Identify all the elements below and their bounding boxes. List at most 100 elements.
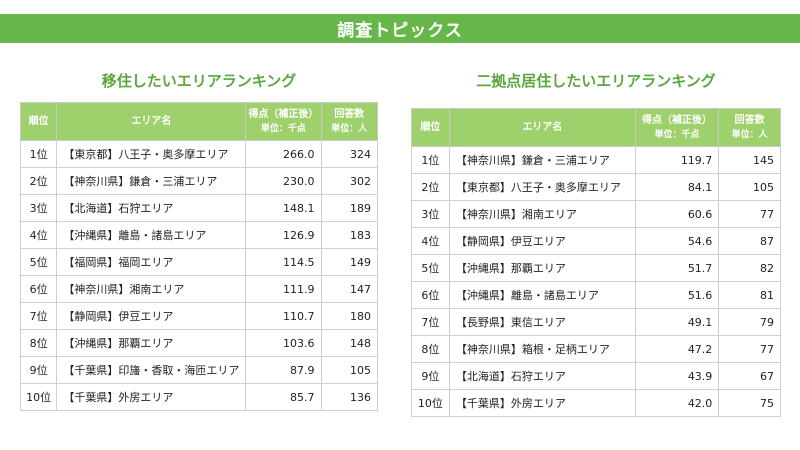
rank-header: 順位 bbox=[19, 102, 58, 141]
score-unit-label: 単位：千点 bbox=[260, 123, 306, 134]
area-cell: 【神奈川県】湘南エリア bbox=[56, 275, 247, 303]
area-cell: 【静岡県】伊豆エリア bbox=[56, 302, 247, 330]
count-cell: 77 bbox=[718, 200, 781, 228]
relocation-ranking-title: 移住したいエリアランキング bbox=[101, 72, 297, 90]
score-cell: 230.0 bbox=[245, 167, 322, 195]
area-cell: 【神奈川県】鎌倉・三浦エリア bbox=[448, 146, 636, 174]
count-header: 回答数 単位：人 bbox=[320, 102, 379, 141]
count-cell: 180 bbox=[320, 302, 379, 330]
area-cell: 【神奈川県】箱根・足柄エリア bbox=[448, 335, 636, 363]
area-cell: 【神奈川県】湘南エリア bbox=[448, 200, 636, 228]
count-cell: 149 bbox=[320, 248, 379, 276]
table-row: 8位 【沖縄県】那覇エリア 103.6 148 bbox=[19, 329, 379, 357]
area-cell: 【神奈川県】鎌倉・三浦エリア bbox=[56, 167, 247, 195]
relocation-ranking-section: 移住したいエリアランキング 順位 エリア名 得点（補正後） 単位：千点 回答数 … bbox=[19, 70, 379, 411]
score-cell: 51.7 bbox=[634, 254, 720, 282]
rank-cell: 10位 bbox=[411, 389, 450, 417]
score-cell: 87.9 bbox=[245, 356, 322, 384]
area-cell: 【北海道】石狩エリア bbox=[448, 362, 636, 390]
rank-cell: 3位 bbox=[411, 200, 450, 228]
rank-cell: 5位 bbox=[411, 254, 450, 282]
rank-cell: 2位 bbox=[411, 173, 450, 201]
score-cell: 126.9 bbox=[245, 221, 322, 249]
rank-header: 順位 bbox=[411, 108, 450, 147]
rank-cell: 9位 bbox=[411, 362, 450, 390]
area-cell: 【長野県】東信エリア bbox=[448, 308, 636, 336]
rank-cell: 8位 bbox=[19, 329, 58, 357]
table-row: 8位 【神奈川県】箱根・足柄エリア 47.2 77 bbox=[411, 335, 781, 363]
table-row: 7位 【長野県】東信エリア 49.1 79 bbox=[411, 308, 781, 336]
count-unit-label: 単位：人 bbox=[331, 123, 368, 134]
table-row: 4位 【沖縄県】離島・諸島エリア 126.9 183 bbox=[19, 221, 379, 249]
rank-cell: 1位 bbox=[19, 140, 58, 168]
count-cell: 105 bbox=[320, 356, 379, 384]
rank-cell: 3位 bbox=[19, 194, 58, 222]
count-cell: 324 bbox=[320, 140, 379, 168]
count-unit-label: 単位：人 bbox=[731, 129, 768, 140]
rank-cell: 10位 bbox=[19, 383, 58, 411]
count-header-label: 回答数 bbox=[734, 114, 765, 126]
score-header-label: 得点（補正後） bbox=[642, 114, 713, 126]
score-cell: 110.7 bbox=[245, 302, 322, 330]
area-cell: 【沖縄県】那覇エリア bbox=[56, 329, 247, 357]
area-cell: 【東京都】八王子・奥多摩エリア bbox=[448, 173, 636, 201]
table-row: 2位 【東京都】八王子・奥多摩エリア 84.1 105 bbox=[411, 173, 781, 201]
dual-residence-ranking-title: 二拠点居住したいエリアランキング bbox=[476, 72, 716, 90]
score-cell: 60.6 bbox=[634, 200, 720, 228]
table-row: 3位 【北海道】石狩エリア 148.1 189 bbox=[19, 194, 379, 222]
table-row: 1位 【神奈川県】鎌倉・三浦エリア 119.7 145 bbox=[411, 146, 781, 174]
count-cell: 145 bbox=[718, 146, 781, 174]
score-cell: 119.7 bbox=[634, 146, 720, 174]
area-cell: 【千葉県】印旛・香取・海匝エリア bbox=[56, 356, 247, 384]
score-cell: 114.5 bbox=[245, 248, 322, 276]
rank-cell: 1位 bbox=[411, 146, 450, 174]
area-header: エリア名 bbox=[448, 108, 636, 147]
table-row: 1位 【東京都】八王子・奥多摩エリア 266.0 324 bbox=[19, 140, 379, 168]
rank-cell: 9位 bbox=[19, 356, 58, 384]
area-cell: 【福岡県】福岡エリア bbox=[56, 248, 247, 276]
table-row: 5位 【福岡県】福岡エリア 114.5 149 bbox=[19, 248, 379, 276]
count-cell: 148 bbox=[320, 329, 379, 357]
table-row: 7位 【静岡県】伊豆エリア 110.7 180 bbox=[19, 302, 379, 330]
count-cell: 105 bbox=[718, 173, 781, 201]
banner-title: 調査トピックス bbox=[0, 14, 800, 43]
rank-cell: 5位 bbox=[19, 248, 58, 276]
table-row: 9位 【北海道】石狩エリア 43.9 67 bbox=[411, 362, 781, 390]
area-cell: 【北海道】石狩エリア bbox=[56, 194, 247, 222]
table-row: 10位 【千葉県】外房エリア 42.0 75 bbox=[411, 389, 781, 417]
rank-cell: 4位 bbox=[19, 221, 58, 249]
table-row: 5位 【沖縄県】那覇エリア 51.7 82 bbox=[411, 254, 781, 282]
dual-residence-ranking-table: 順位 エリア名 得点（補正後） 単位：千点 回答数 単位：人 1位 【神奈川県】鎌… bbox=[411, 108, 781, 417]
count-cell: 189 bbox=[320, 194, 379, 222]
count-header: 回答数 単位：人 bbox=[718, 108, 781, 147]
count-cell: 81 bbox=[718, 281, 781, 309]
table-row: 3位 【神奈川県】湘南エリア 60.6 77 bbox=[411, 200, 781, 228]
count-cell: 87 bbox=[718, 227, 781, 255]
table-row: 4位 【静岡県】伊豆エリア 54.6 87 bbox=[411, 227, 781, 255]
area-cell: 【沖縄県】那覇エリア bbox=[448, 254, 636, 282]
score-cell: 148.1 bbox=[245, 194, 322, 222]
rank-cell: 4位 bbox=[411, 227, 450, 255]
rank-cell: 2位 bbox=[19, 167, 58, 195]
area-cell: 【千葉県】外房エリア bbox=[56, 383, 247, 411]
rank-cell: 6位 bbox=[411, 281, 450, 309]
score-cell: 49.1 bbox=[634, 308, 720, 336]
score-header-label: 得点（補正後） bbox=[248, 108, 319, 120]
count-cell: 183 bbox=[320, 221, 379, 249]
table-row: 6位 【神奈川県】湘南エリア 111.9 147 bbox=[19, 275, 379, 303]
count-cell: 77 bbox=[718, 335, 781, 363]
area-header: エリア名 bbox=[56, 102, 247, 141]
count-cell: 67 bbox=[718, 362, 781, 390]
rank-cell: 7位 bbox=[411, 308, 450, 336]
table-row: 9位 【千葉県】印旛・香取・海匝エリア 87.9 105 bbox=[19, 356, 379, 384]
table-row: 2位 【神奈川県】鎌倉・三浦エリア 230.0 302 bbox=[19, 167, 379, 195]
score-cell: 266.0 bbox=[245, 140, 322, 168]
score-cell: 84.1 bbox=[634, 173, 720, 201]
score-header: 得点（補正後） 単位：千点 bbox=[634, 108, 720, 147]
score-cell: 51.6 bbox=[634, 281, 720, 309]
area-cell: 【沖縄県】離島・諸島エリア bbox=[56, 221, 247, 249]
table-header-row: 順位 エリア名 得点（補正後） 単位：千点 回答数 単位：人 bbox=[411, 108, 781, 147]
count-cell: 147 bbox=[320, 275, 379, 303]
area-cell: 【千葉県】外房エリア bbox=[448, 389, 636, 417]
score-cell: 42.0 bbox=[634, 389, 720, 417]
